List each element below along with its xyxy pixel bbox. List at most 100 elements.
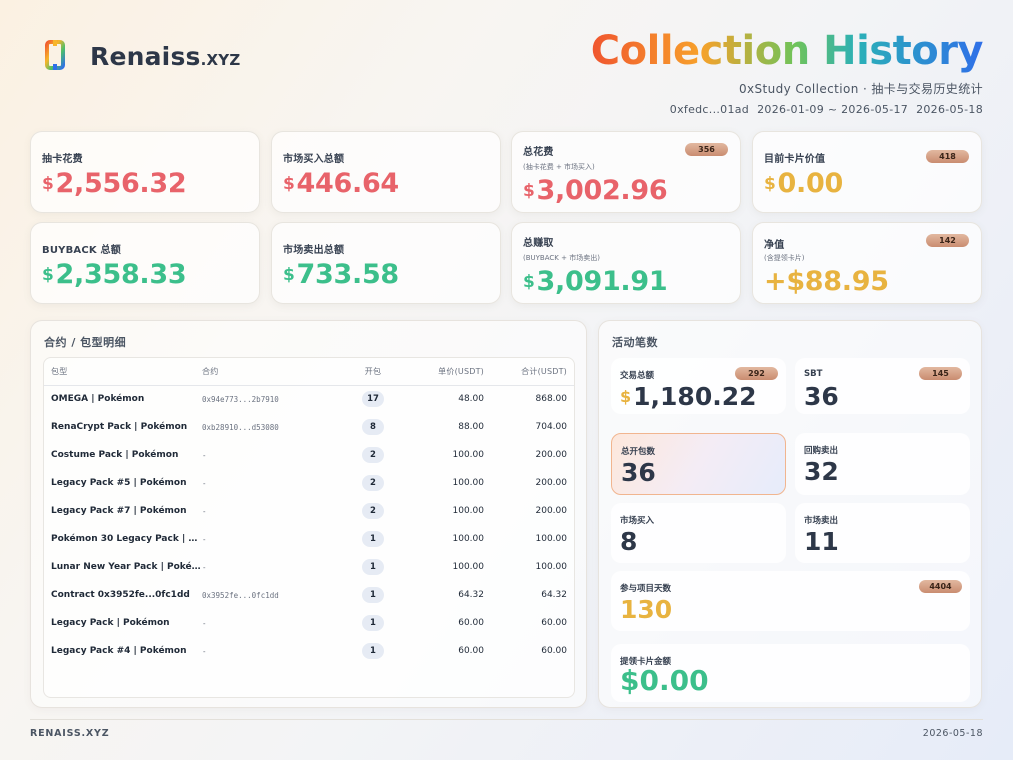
footer-brand[interactable]: RENAISS.XYZ [30,728,110,739]
net-value-label: 净值 [764,240,785,251]
col-header-unit-price: 单价(USDT) [394,358,484,386]
total-earn-label: 总赚取 [523,238,554,249]
total-spend-label: 总花费 [523,147,554,158]
active-days-label: 参与项目天数 [620,584,672,594]
draw-spend-card: 抽卡花费 $2,556.32 [30,131,260,213]
opens-badge: 1 [362,559,384,575]
wallet-address: 0xfedc...01ad [669,103,750,116]
market-buy-count-card: 市场买入 8 [611,503,786,563]
unit-price: 60.00 [458,646,484,656]
pack-name: Legacy Pack #4 | Pokémon [51,646,187,656]
row-total: 64.32 [541,590,567,600]
opens-badge: 8 [362,419,384,435]
market-buy-count-label: 市场买入 [620,516,655,526]
table-row[interactable]: Pokémon 30 Legacy Pack | Pokémon- 1 100.00… [44,525,574,553]
pack-name: Costume Pack | Pokémon [51,450,179,460]
contract-address: - [202,618,207,628]
market-sell-count-label: 市场卖出 [804,516,839,526]
table-row[interactable]: Legacy Pack | Pokémon - 1 60.00 60.00 [44,609,574,637]
pack-name: Pokémon 30 Legacy Pack | Pokémon [51,534,202,544]
table-row[interactable]: Contract 0x3952fe...0fc1dd 0x3952fe...0fc… [44,581,574,609]
withdraw-amount-card: 提领卡片金额 $0.00 [611,644,970,702]
row-total: 60.00 [541,618,567,628]
buyback-sold-label: 回购卖出 [804,446,839,456]
row-total: 200.00 [535,450,568,460]
draw-spend-value: $2,556.32 [42,168,187,199]
market-buy-value: $446.64 [283,168,399,199]
card-value-label: 目前卡片价值 [764,154,826,165]
contracts-title: 合约 / 包型明细 [44,336,127,349]
footer-divider [30,719,983,720]
opens-badge: 2 [362,503,384,519]
contract-address: - [202,506,207,516]
report-date: 2026-05-18 [916,103,983,116]
market-sell-value: $733.58 [283,259,399,290]
active-days-card: 参与项目天数 4404 130 [611,571,970,631]
col-header-pack: 包型 [44,358,202,386]
total-earn-card: 总赚取 (BUYBACK + 市场卖出) $3,091.91 [511,222,741,304]
sbt-card: SBT 145 36 [795,358,970,414]
table-row[interactable]: Legacy Pack #4 | Pokémon - 1 60.00 60.00 [44,637,574,665]
market-buy-label: 市场买入总额 [283,154,345,165]
activity-panel: 活动笔数 交易总额 292 $1,180.22 SBT 145 36 总开包数 … [598,320,982,708]
packs-opened-label: 总开包数 [621,447,656,457]
pack-name: Lunar New Year Pack | Pokémon [51,562,202,572]
unit-price: 88.00 [458,422,484,432]
table-row[interactable]: Costume Pack | Pokémon - 2 100.00 200.00 [44,441,574,469]
pack-name: RenaCrypt Pack | Pokémon [51,422,188,432]
unit-price: 100.00 [452,534,485,544]
net-value-badge: 142 [926,234,969,247]
contract-address: 0xb28910...d53080 [202,422,279,432]
unit-price: 100.00 [452,506,485,516]
opens-badge: 1 [362,587,384,603]
col-header-contract: 合约 [202,358,352,386]
packs-opened-card: 总开包数 36 [611,433,786,495]
brand-name[interactable]: Renaiss.XYZ [90,42,241,71]
trade-total-label: 交易总额 [620,371,655,381]
pack-name: Legacy Pack #5 | Pokémon [51,478,187,488]
contract-address: - [202,562,207,572]
buyback-label: BUYBACK 总额 [42,245,121,256]
row-total: 704.00 [535,422,568,432]
page-title: Collection History [590,28,984,74]
table-row[interactable]: RenaCrypt Pack | Pokémon 0xb28910...d5308… [44,413,574,441]
draw-spend-label: 抽卡花费 [42,154,83,165]
trade-total-card: 交易总额 292 $1,180.22 [611,358,786,414]
trade-total-badge: 292 [735,367,778,380]
buyback-card: BUYBACK 总额 $2,358.33 [30,222,260,304]
market-sell-card: 市场卖出总额 $733.58 [271,222,501,304]
active-days-value: 130 [620,595,673,624]
activity-title: 活动笔数 [612,336,658,349]
table-row[interactable]: Legacy Pack #5 | Pokémon - 2 100.00 200.00 [44,469,574,497]
market-buy-count-value: 8 [620,527,638,556]
pack-name: Contract 0x3952fe...0fc1dd [51,590,190,600]
card-value-badge: 418 [926,150,969,163]
renaiss-logo-icon [45,40,65,70]
card-value-card: 目前卡片价值 418 $0.00 [752,131,982,213]
contracts-table: 包型 合约 开包 单价(USDT) 合计(USDT) OMEGA | Pokém… [44,358,574,665]
contracts-table-container[interactable]: 包型 合约 开包 单价(USDT) 合计(USDT) OMEGA | Pokém… [43,357,575,698]
contract-address: - [202,534,207,544]
table-row[interactable]: OMEGA | Pokémon 0x94e773...2b7910 17 48.00 8… [44,385,574,413]
net-value-sub: (含提领卡片) [764,254,805,262]
trade-total-value: $1,180.22 [620,382,757,411]
opens-badge: 2 [362,475,384,491]
market-sell-label: 市场卖出总额 [283,245,345,256]
withdraw-amount-label: 提领卡片金额 [620,657,672,667]
sbt-value: 36 [804,382,839,411]
pack-name: OMEGA | Pokémon [51,394,145,405]
buyback-sold-card: 回购卖出 32 [795,433,970,495]
contract-address: - [202,646,207,656]
total-spend-card: 总花费 (抽卡花费 + 市场买入) 356 $3,002.96 [511,131,741,213]
col-header-total: 合计(USDT) [484,358,574,386]
date-range: 2026-01-09 ~ 2026-05-17 [757,103,909,116]
table-row[interactable]: Lunar New Year Pack | Pokémon - 1 100.00 100… [44,553,574,581]
withdraw-amount-value: $0.00 [620,664,709,697]
col-header-opens: 开包 [352,358,394,386]
table-row[interactable]: Legacy Pack #7 | Pokémon - 2 100.00 200.00 [44,497,574,525]
net-value-card: 净值 (含提领卡片) 142 +$88.95 [752,222,982,304]
pack-name: Legacy Pack | Pokémon [51,618,170,628]
unit-price: 48.00 [458,394,484,405]
unit-price: 100.00 [452,478,485,488]
opens-badge: 17 [362,391,384,408]
